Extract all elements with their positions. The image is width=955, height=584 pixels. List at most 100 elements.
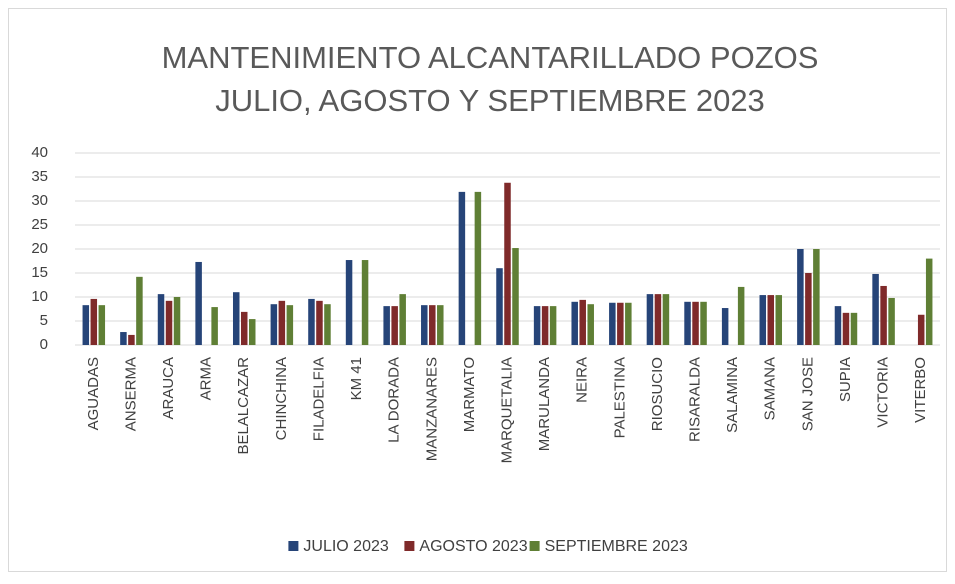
bar <box>767 295 775 345</box>
x-tick-label: VITERBO <box>912 357 929 423</box>
bar <box>759 295 767 345</box>
x-tick-label: KM 41 <box>348 357 365 400</box>
bar <box>308 298 315 345</box>
legend-swatch <box>288 541 299 551</box>
bar <box>437 305 444 345</box>
bar <box>421 305 428 345</box>
x-tick-label: PALESTINA <box>611 357 628 438</box>
bar <box>692 301 699 345</box>
bar <box>316 300 323 345</box>
x-tick-label: MARULANDA <box>536 357 553 451</box>
y-tick-label: 30 <box>31 192 48 209</box>
bar <box>571 301 578 345</box>
x-tick-label: SUPIA <box>837 357 854 402</box>
x-tick-label: NEIRA <box>574 357 591 403</box>
legend-swatch <box>404 541 415 551</box>
bar <box>549 306 557 345</box>
bar <box>98 305 106 345</box>
x-tick-label: BELALCAZAR <box>235 357 252 455</box>
x-tick-label: MANZANARES <box>423 357 440 461</box>
bar <box>240 311 248 345</box>
bar <box>232 292 240 345</box>
bar <box>157 294 165 345</box>
x-tick-label: FILADELFIA <box>310 357 327 441</box>
bar <box>805 273 812 345</box>
bar <box>737 286 745 345</box>
x-tick-label: RISARALDA <box>687 357 704 442</box>
legend-label: AGOSTO 2023 <box>419 538 527 555</box>
x-tick-label: VICTORIA <box>875 357 892 428</box>
bar <box>286 305 294 345</box>
bar <box>383 306 390 345</box>
x-tick-label: AGUADAS <box>85 357 102 430</box>
bar <box>90 298 98 345</box>
bar <box>684 301 691 345</box>
bar <box>496 268 503 345</box>
x-tick-label: ARMA <box>198 357 215 400</box>
bar <box>136 276 143 345</box>
bar <box>195 261 202 345</box>
bar <box>700 301 707 345</box>
bar <box>474 191 482 345</box>
bar <box>128 334 135 345</box>
bar <box>82 305 90 345</box>
bar <box>211 307 218 345</box>
legend-label: JULIO 2023 <box>303 538 388 555</box>
bar <box>587 304 594 345</box>
bar <box>504 182 511 345</box>
x-tick-label: SAMANA <box>762 357 779 420</box>
x-tick-label: MARMATO <box>461 357 478 432</box>
x-tick-label: MARQUETALIA <box>498 357 515 463</box>
y-tick-label: 25 <box>31 216 48 233</box>
bar <box>646 294 654 345</box>
bar <box>120 332 127 345</box>
x-tick-label: ARAUCA <box>160 357 177 420</box>
bar <box>173 297 181 345</box>
bar <box>880 285 887 345</box>
y-tick-label: 0 <box>40 336 48 353</box>
bar <box>850 312 858 345</box>
bar <box>617 302 624 345</box>
x-tick-label: ANSERMA <box>122 357 139 431</box>
bar <box>458 191 466 345</box>
bar <box>917 314 925 345</box>
y-tick-label: 15 <box>31 264 48 281</box>
bar <box>872 273 879 345</box>
y-tick-label: 10 <box>31 288 48 305</box>
bar <box>278 300 286 345</box>
bar <box>399 294 406 345</box>
bar <box>925 258 933 345</box>
bar <box>270 304 278 345</box>
y-tick-label: 35 <box>31 168 48 185</box>
x-tick-label: SAN JOSE <box>799 357 816 431</box>
bar <box>834 306 842 345</box>
x-tick-label: CHINCHINA <box>273 357 290 440</box>
bar <box>609 302 616 345</box>
x-tick-label: RIOSUCIO <box>649 357 666 431</box>
bar <box>797 249 804 345</box>
bar <box>248 319 256 345</box>
bar <box>625 302 632 345</box>
bar <box>775 295 783 345</box>
x-tick-label: LA DORADA <box>386 357 403 443</box>
bar <box>654 294 662 345</box>
bar <box>721 308 729 345</box>
chart-title: MANTENIMIENTO ALCANTARILLADO POZOS <box>162 40 819 75</box>
bar <box>533 306 541 345</box>
bar <box>391 306 398 345</box>
bar <box>512 248 519 345</box>
y-tick-label: 20 <box>31 240 48 257</box>
legend-swatch <box>529 541 540 551</box>
bar <box>324 304 331 345</box>
bar <box>165 300 173 345</box>
bar <box>662 294 670 345</box>
x-tick-label: SALAMINA <box>724 357 741 433</box>
chart-title: JULIO, AGOSTO Y SEPTIEMBRE 2023 <box>215 83 765 118</box>
bar <box>842 312 850 345</box>
bar <box>345 260 353 345</box>
bar <box>361 260 369 345</box>
legend-label: SEPTIEMBRE 2023 <box>545 538 688 555</box>
bar <box>813 249 820 345</box>
bar <box>888 297 895 345</box>
